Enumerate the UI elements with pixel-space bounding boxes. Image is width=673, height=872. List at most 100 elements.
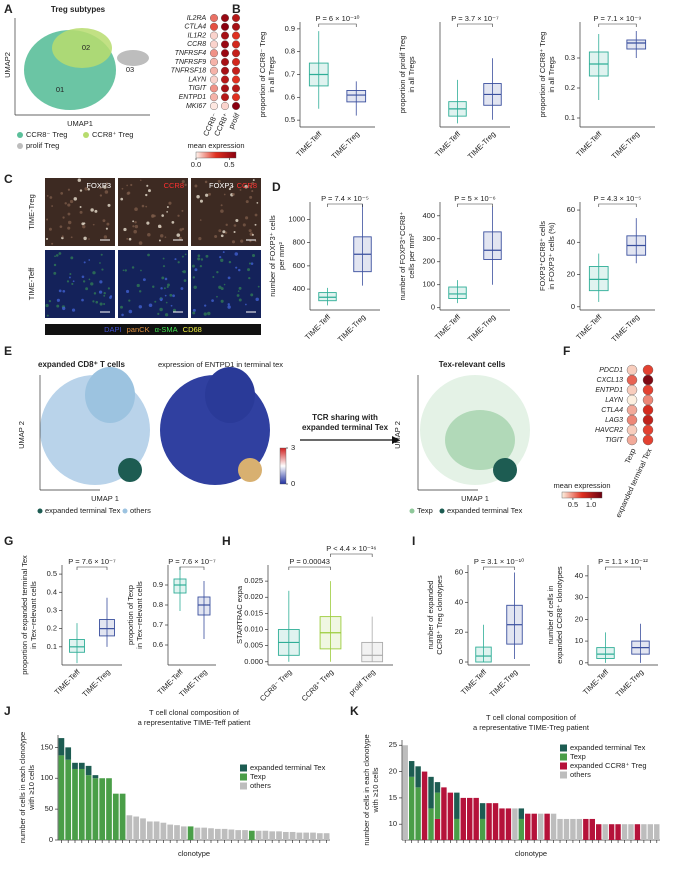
legend-label: CCR8⁻ Treg bbox=[26, 130, 67, 139]
box bbox=[197, 596, 211, 616]
y-tick-label: 200 bbox=[422, 257, 435, 266]
gene-label: LAG3 bbox=[605, 417, 623, 424]
stain-name: panCK bbox=[127, 325, 150, 334]
micrograph-cell bbox=[51, 205, 54, 207]
micrograph-cell bbox=[222, 230, 226, 234]
micrograph-cell bbox=[177, 214, 180, 217]
cluster-label: 02 bbox=[82, 43, 90, 52]
micrograph-cell bbox=[196, 195, 200, 199]
umap-blob bbox=[445, 410, 515, 470]
bar-segment bbox=[479, 803, 486, 819]
micrograph-cell bbox=[249, 186, 253, 189]
y-tick-label: 400 bbox=[422, 211, 435, 220]
bar-segment bbox=[85, 775, 92, 840]
y-tick-label: 0.010 bbox=[244, 625, 263, 634]
micrograph-cell bbox=[148, 189, 151, 193]
x-tick-label: TIME-Teff bbox=[574, 312, 604, 342]
micrograph-cell bbox=[174, 258, 177, 261]
p-value: P = 4.3 × 10⁻⁵ bbox=[594, 194, 642, 203]
channel-title: FOXP3 bbox=[86, 181, 111, 190]
micrograph-cell bbox=[83, 261, 86, 264]
dot bbox=[626, 364, 638, 376]
bar-segment bbox=[415, 787, 421, 840]
colorbar-tick-label: 3 bbox=[291, 443, 295, 452]
micrograph-cell bbox=[166, 285, 169, 289]
micrograph-cell bbox=[238, 286, 242, 290]
panel-label: E bbox=[4, 344, 12, 358]
micrograph-cell bbox=[98, 290, 103, 294]
dot bbox=[231, 93, 240, 102]
micrograph-cell bbox=[238, 298, 242, 302]
bar-segment bbox=[557, 818, 563, 840]
umap-blob bbox=[205, 367, 255, 423]
micrograph-cell bbox=[132, 225, 135, 228]
y-axis-label: proportion of prolif Treg bbox=[398, 36, 407, 114]
micrograph-cell bbox=[145, 193, 148, 197]
bar-segment bbox=[92, 778, 99, 840]
bar-segment bbox=[146, 821, 153, 840]
y-tick-label: 15 bbox=[389, 793, 397, 802]
bar-segment bbox=[58, 738, 65, 756]
bracket bbox=[318, 23, 357, 27]
y-axis-label: in FOXP3⁺ cells (%) bbox=[547, 222, 556, 290]
umap-blob bbox=[238, 458, 262, 482]
dot bbox=[220, 75, 229, 84]
micrograph-cell bbox=[79, 189, 83, 192]
bar-segment bbox=[563, 818, 570, 840]
dot bbox=[231, 75, 240, 84]
micrograph-cell bbox=[138, 290, 142, 293]
cluster-label: 01 bbox=[56, 85, 64, 94]
x-tick-label: TIME-Treg bbox=[466, 129, 498, 161]
micrograph-cell bbox=[182, 270, 186, 274]
dot bbox=[231, 22, 240, 31]
y-tick-label: 0.2 bbox=[47, 624, 57, 633]
dot bbox=[231, 49, 240, 58]
legend-label: others bbox=[570, 770, 591, 779]
box bbox=[596, 647, 615, 659]
micrograph-cell bbox=[79, 205, 82, 208]
dot bbox=[231, 84, 240, 93]
bracket bbox=[179, 566, 205, 570]
legend-dot bbox=[17, 132, 23, 138]
bar-segment bbox=[518, 818, 525, 840]
p-value: P = 3.1 × 10⁻¹⁰ bbox=[474, 557, 524, 566]
bar-segment bbox=[415, 766, 421, 788]
micrograph-cell bbox=[245, 200, 249, 204]
dot bbox=[231, 40, 240, 49]
bracket bbox=[288, 566, 331, 570]
y-tick-label: 0.025 bbox=[244, 576, 263, 585]
dot bbox=[220, 101, 229, 110]
micrograph-cell bbox=[167, 283, 170, 287]
p-value: P = 3.7 × 10⁻⁷ bbox=[451, 14, 499, 23]
micrograph-cell bbox=[120, 305, 123, 309]
x-tick-label: TIME-Teff bbox=[433, 129, 463, 159]
gene-label: TIGIT bbox=[605, 437, 624, 444]
micrograph-cell bbox=[218, 229, 222, 233]
micrograph-cell bbox=[69, 273, 72, 276]
bar-segment bbox=[174, 825, 180, 840]
x-tick-label: TIME-Treg bbox=[614, 667, 646, 699]
y-axis-label: cells per mm² bbox=[407, 233, 416, 279]
micrograph-cell bbox=[254, 240, 257, 242]
legend-swatch bbox=[240, 773, 247, 781]
micrograph-cell bbox=[251, 253, 256, 258]
micrograph-cell bbox=[53, 271, 57, 275]
chart-title: T cell clonal composition of bbox=[149, 708, 240, 717]
micrograph-cell bbox=[194, 268, 198, 272]
dot bbox=[220, 40, 229, 49]
panel-label: G bbox=[4, 534, 13, 548]
micrograph-cell bbox=[159, 297, 162, 300]
micrograph-cell bbox=[163, 287, 166, 290]
micrograph-cell bbox=[251, 190, 254, 193]
bar-segment bbox=[72, 768, 78, 840]
micrograph-cell bbox=[133, 229, 137, 234]
micrograph-cell bbox=[242, 223, 246, 227]
micrograph-cell bbox=[99, 194, 103, 197]
bar-segment bbox=[133, 816, 140, 840]
y-tick-label: 0.5 bbox=[47, 569, 57, 578]
micrograph-cell bbox=[233, 230, 236, 234]
micrograph-cell bbox=[88, 238, 90, 240]
micrograph-cell bbox=[204, 304, 207, 307]
x-tick-label: CCR8⁻ Treg bbox=[258, 667, 294, 703]
micrograph-cell bbox=[172, 294, 175, 298]
